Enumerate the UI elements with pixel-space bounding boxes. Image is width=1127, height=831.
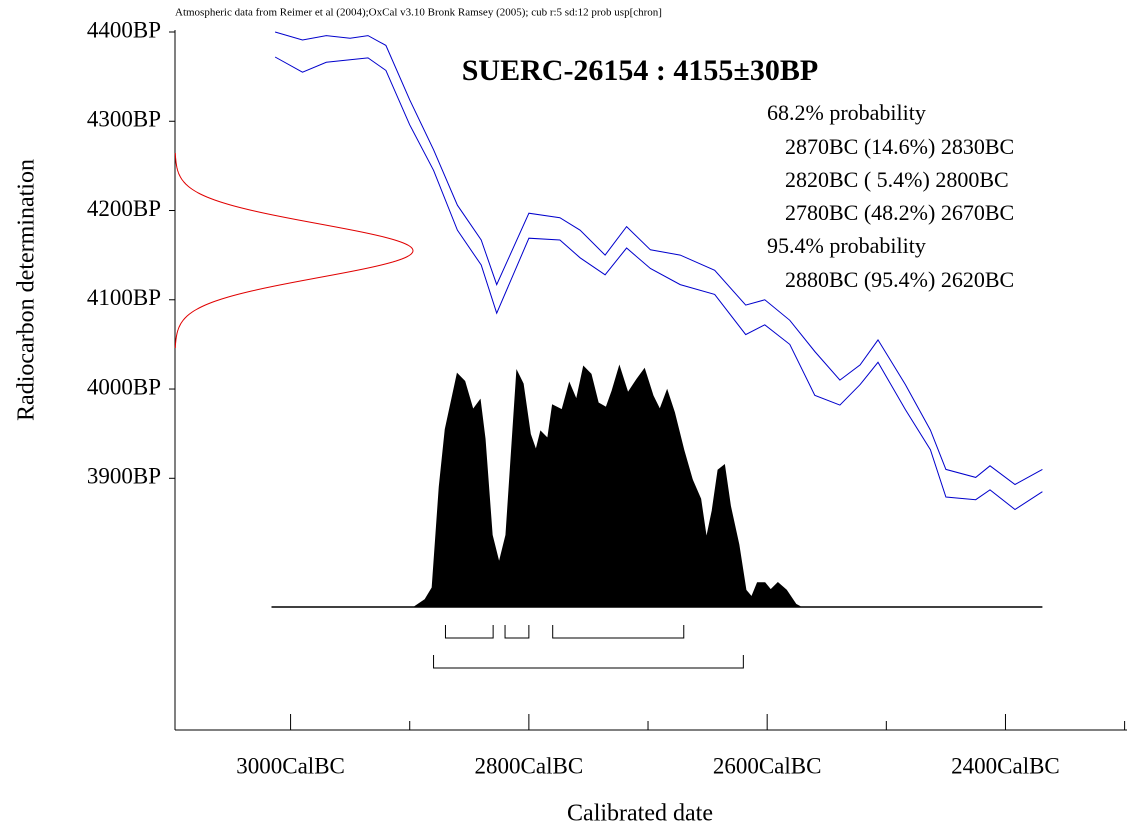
y-tick-label: 4400BP (87, 17, 161, 42)
x-tick-label: 2400CalBC (951, 753, 1060, 778)
range-text: 2880BC (95.4%) 2620BC (785, 267, 1014, 292)
calibration-curve (274, 31, 1043, 486)
range-bracket (433, 655, 744, 669)
range-bracket (444, 625, 494, 639)
y-tick-label: 4300BP (87, 107, 161, 132)
x-tick-label: 2800CalBC (475, 753, 584, 778)
y-axis-label: Radiocarbon determination (14, 159, 40, 421)
calibration-curve (274, 56, 1043, 511)
chart-title: SUERC-26154 : 4155±30BP (462, 54, 818, 87)
measurement-curve (174, 152, 414, 349)
y-tick-label: 4000BP (87, 374, 161, 399)
y-tick-label: 4100BP (87, 285, 161, 310)
range-text: 2820BC ( 5.4%) 2800BC (785, 167, 1009, 192)
range-text: 2870BC (14.6%) 2830BC (785, 134, 1014, 159)
range-bracket (504, 625, 530, 639)
x-tick-label: 2600CalBC (713, 753, 822, 778)
x-axis-label: Calibrated date (567, 801, 713, 827)
y-tick-label: 3900BP (87, 464, 161, 489)
probability-distribution (271, 364, 1043, 608)
y-tick-label: 4200BP (87, 196, 161, 221)
range-heading: 95.4% probability (767, 233, 926, 258)
range-heading: 68.2% probability (767, 100, 926, 125)
range-text: 2780BC (48.2%) 2670BC (785, 200, 1014, 225)
x-tick-label: 3000CalBC (236, 753, 345, 778)
header: Atmospheric data from Reimer et al (2004… (175, 7, 662, 19)
range-bracket (552, 625, 685, 639)
